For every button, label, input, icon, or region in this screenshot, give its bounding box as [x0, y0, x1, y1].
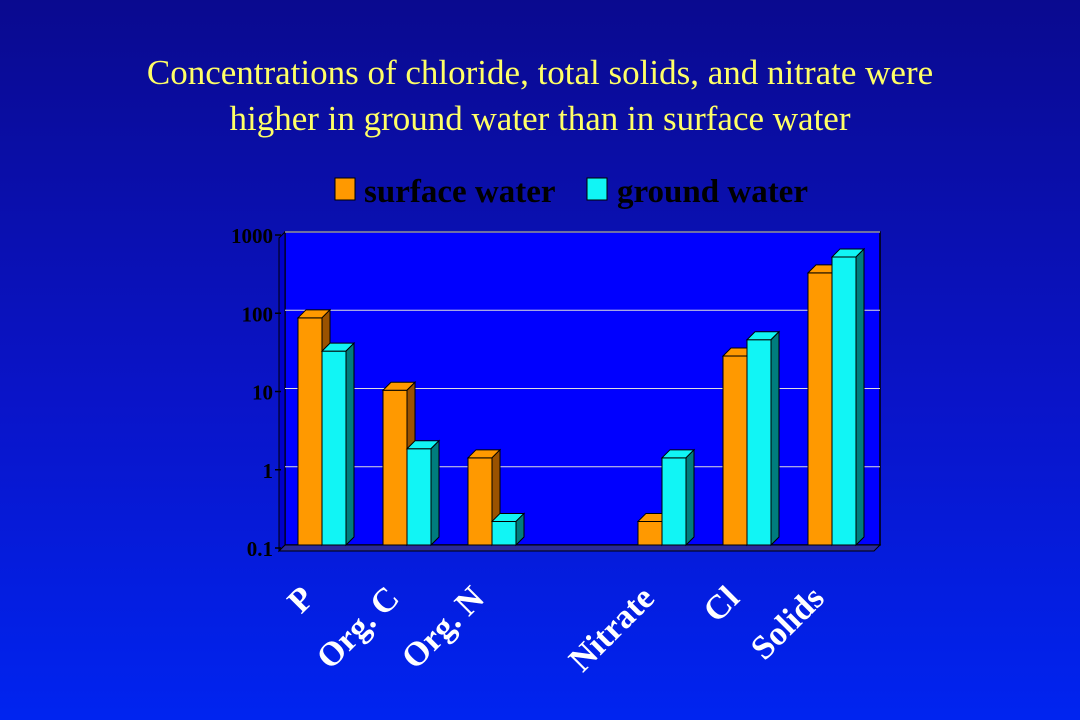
- bar-ground-5-side: [770, 330, 780, 547]
- legend-swatch-surface: [334, 177, 356, 201]
- y-tick-label: 1: [263, 459, 274, 483]
- bar-ground-2: [490, 512, 526, 547]
- legend-label-ground: ground water: [617, 174, 808, 210]
- bar-surface-2-front: [467, 457, 493, 546]
- bar-ground-4-side: [685, 448, 695, 547]
- category-label: Org. N: [395, 579, 492, 676]
- y-tick-label: 0.1: [247, 537, 273, 561]
- category-label: Cl: [696, 579, 746, 629]
- bar-ground-5-front: [746, 339, 772, 546]
- y-tick-label: 10: [252, 381, 273, 405]
- slide-title: Concentrations of chloride, total solids…: [0, 50, 1080, 142]
- bar-ground-1: [405, 439, 441, 547]
- bar-ground-1-front: [406, 448, 432, 546]
- bar-ground-1-side: [430, 439, 440, 547]
- y-tick-label: 100: [242, 302, 274, 326]
- bar-ground-4: [660, 448, 696, 547]
- legend-swatch-ground: [586, 177, 608, 201]
- bar-surface-6-front: [807, 272, 833, 546]
- bar-ground-5: [745, 330, 781, 547]
- bar-ground-6-front: [831, 256, 857, 546]
- category-label: Org. C: [310, 579, 407, 676]
- category-label: Solids: [744, 579, 832, 667]
- plot-floor: [277, 544, 882, 552]
- bar-surface-0-front: [297, 317, 323, 546]
- legend: surface water ground water: [334, 174, 808, 210]
- bar-surface-4-front: [637, 520, 663, 546]
- bar-surface-5-front: [722, 355, 748, 546]
- bar-ground-0: [320, 341, 356, 547]
- bar-ground-2-front: [491, 520, 517, 546]
- bar-surface-2: [466, 448, 502, 547]
- y-tick-label: 1000: [231, 224, 273, 248]
- bar-ground-0-side: [345, 341, 355, 547]
- title-line-1: Concentrations of chloride, total solids…: [146, 53, 934, 92]
- bar-ground-0-front: [321, 350, 347, 546]
- legend-label-surface: surface water: [364, 174, 556, 210]
- bar-ground-6-side: [855, 247, 865, 547]
- bar-ground-6: [830, 247, 866, 547]
- bar-ground-4-front: [661, 457, 687, 546]
- title-line-2: higher in ground water than in surface w…: [229, 99, 851, 138]
- bar-ground-2-side: [515, 512, 525, 547]
- bar-surface-1-front: [382, 389, 408, 546]
- category-label: P: [281, 579, 322, 620]
- category-label: Nitrate: [562, 579, 662, 679]
